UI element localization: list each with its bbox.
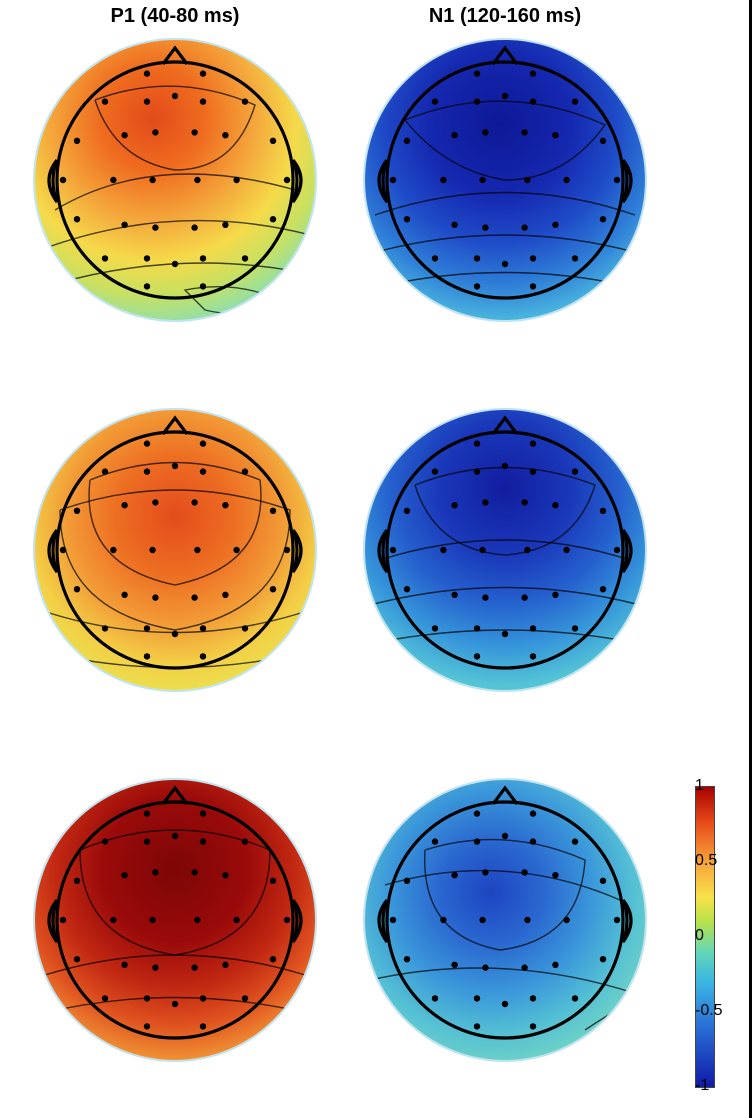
topomap-n1-row1 [365, 40, 645, 320]
topomap-n1-row2 [365, 410, 645, 690]
colorbar-tick: 0.5 [695, 852, 717, 870]
column-header-n1: N1 (120-160 ms) [400, 5, 610, 28]
erp-topography-figure: P1 (40-80 ms) N1 (120-160 ms) [0, 0, 752, 1118]
colorbar-tick: -0.5 [695, 1002, 723, 1020]
column-header-p1: P1 (40-80 ms) [85, 5, 265, 28]
topomap-n1-row3 [365, 780, 645, 1060]
topomap-p1-row1 [35, 40, 315, 320]
colorbar-tick: 0 [695, 927, 704, 945]
topomap-p1-row2 [35, 410, 315, 690]
topomap-p1-row3 [35, 780, 315, 1060]
colorbar-tick: 1 [695, 777, 704, 795]
colorbar-tick: -1 [695, 1077, 709, 1095]
